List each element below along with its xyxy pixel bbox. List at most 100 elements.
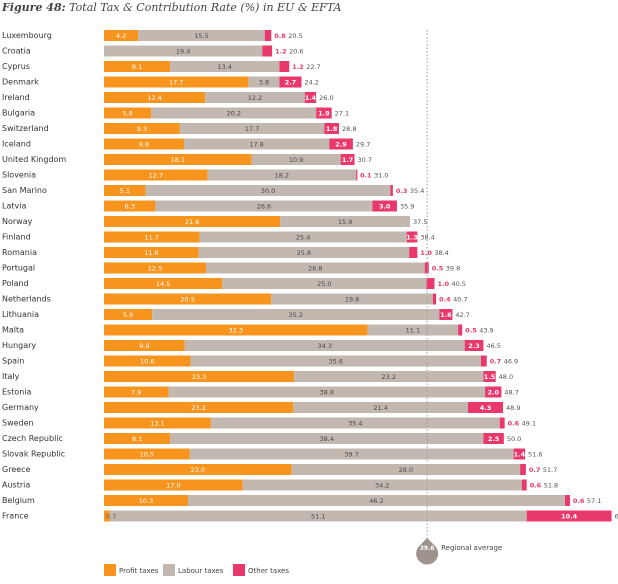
label-other: 2.0 <box>487 388 499 396</box>
category-label: Austria <box>2 480 30 489</box>
bar-other <box>485 386 502 398</box>
bar-row: Slovak Republic 10.5 39.7 1.4 51.6 <box>2 448 543 460</box>
bar-profit <box>104 433 171 444</box>
bar-labour <box>207 169 357 181</box>
bar-other <box>279 76 302 88</box>
bar-other <box>372 200 397 212</box>
bar-row: Romania 11.6 25.8 1.0 38.4 <box>2 247 449 258</box>
regional-average-text: Regional average <box>441 544 502 552</box>
label-total: 57.1 <box>587 497 601 505</box>
bar-labour <box>190 355 481 367</box>
label-labour: 13.4 <box>218 63 232 71</box>
label-total: 49.1 <box>522 419 536 427</box>
bar-profit <box>104 247 199 258</box>
label-other: 1.4 <box>305 94 317 102</box>
label-profit: 5.1 <box>120 187 130 195</box>
label-other: 0.3 <box>396 187 408 195</box>
label-profit: 21.6 <box>185 218 199 226</box>
label-other: 10.4 <box>561 512 578 520</box>
bar-row: Ireland 12.4 12.2 1.4 26.0 <box>2 92 334 103</box>
label-profit: 12.7 <box>149 171 163 179</box>
label-profit: 14.5 <box>156 280 170 288</box>
label-labour: 38.8 <box>320 388 334 396</box>
bar-other <box>483 371 496 382</box>
label-total: 40.7 <box>453 295 467 303</box>
bar-labour <box>205 92 305 103</box>
label-profit: 23.3 <box>192 373 206 381</box>
label-other: 0.7 <box>490 357 502 365</box>
category-label: Spain <box>2 356 24 365</box>
bar-profit <box>104 464 292 475</box>
label-labour: 21.4 <box>373 404 387 412</box>
bar-labour <box>189 448 514 460</box>
label-labour: 28.0 <box>399 466 413 474</box>
label-other: 1.0 <box>420 249 432 257</box>
category-label: Croatia <box>2 46 31 55</box>
label-total: 26.0 <box>319 94 333 102</box>
category-label: Belgium <box>2 496 35 505</box>
label-other: 0.5 <box>465 326 477 334</box>
bar-labour <box>206 262 425 274</box>
bar-other <box>458 324 463 336</box>
label-profit: 0.7 <box>106 512 116 520</box>
bar-labour <box>168 386 486 398</box>
label-total: 51.7 <box>543 466 557 474</box>
bar-labour <box>109 510 527 522</box>
label-total: 27.1 <box>335 109 349 117</box>
label-total: 46.9 <box>504 357 518 365</box>
bar-row: France 0.7 51.1 10.4 62.2 <box>2 510 618 522</box>
label-total: 42.7 <box>455 311 469 319</box>
label-profit: 10.3 <box>139 497 153 505</box>
bar-other <box>316 107 332 119</box>
label-labour: 19.4 <box>176 47 190 55</box>
category-label: Italy <box>2 372 20 381</box>
category-label: Switzerland <box>2 124 49 133</box>
bar-other <box>409 247 418 258</box>
label-profit: 11.6 <box>144 249 158 257</box>
bar-other <box>390 185 393 196</box>
bar-labour <box>170 433 484 444</box>
category-label: San Marino <box>2 186 47 195</box>
bar-row: Austria 17.0 34.2 0.6 51.8 <box>2 479 558 491</box>
category-label: Portugal <box>2 263 35 272</box>
bar-labour <box>291 464 521 475</box>
label-labour: 46.2 <box>369 497 383 505</box>
label-labour: 26.8 <box>308 264 322 272</box>
category-label: Latvia <box>2 201 26 210</box>
label-profit: 13.1 <box>150 419 164 427</box>
bar-profit <box>104 278 223 289</box>
bar-other <box>304 92 317 103</box>
label-total: 31.0 <box>374 171 388 179</box>
label-profit: 12.5 <box>148 264 162 272</box>
bar-row: Cyprus 8.1 13.4 1.2 22.7 <box>2 61 321 72</box>
bar-profit <box>104 154 252 165</box>
label-profit: 4.2 <box>116 32 126 40</box>
bar-row: Malta 32.3 11.1 0.5 43.9 <box>2 324 494 336</box>
label-other: 2.7 <box>285 78 297 86</box>
bar-labour <box>251 154 341 165</box>
label-total: 39.8 <box>446 264 460 272</box>
bar-labour <box>271 293 433 305</box>
bar-profit <box>104 200 156 212</box>
bar-row: Croatia 19.4 1.2 20.6 <box>2 45 304 57</box>
label-profit: 17.7 <box>169 78 183 86</box>
label-other: 0.5 <box>432 264 444 272</box>
label-total: 30.7 <box>358 156 372 164</box>
label-total: 22.7 <box>306 63 320 71</box>
category-label: Norway <box>2 217 33 226</box>
label-labour: 15.9 <box>338 218 352 226</box>
bar-row: Latvia 6.3 26.6 3.0 35.9 <box>2 200 414 212</box>
regional-average-badge <box>416 538 439 565</box>
bar-labour <box>138 30 265 41</box>
figure-title: Total Tax & Contribution Rate (%) in EU … <box>69 1 341 14</box>
bar-profit <box>104 324 368 336</box>
bar-labour <box>199 231 407 243</box>
regional-average-marker: 39.6 Regional average <box>416 30 502 565</box>
bar-profit <box>104 402 294 413</box>
label-profit: 20.5 <box>180 295 194 303</box>
bar-row: Poland 14.5 25.0 1.0 40.5 <box>2 278 466 289</box>
label-labour: 34.2 <box>375 481 389 489</box>
bar-row: Lithuania 5.9 35.2 1.6 42.7 <box>2 309 470 320</box>
